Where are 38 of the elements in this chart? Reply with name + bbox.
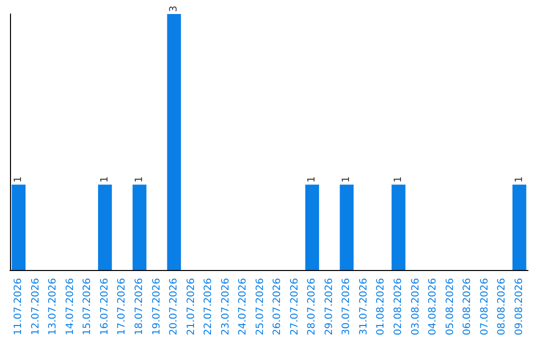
data-label: 1: [134, 176, 145, 183]
x-tick-label: 11.07.2026: [13, 278, 24, 336]
x-tick-label: 29.07.2026: [324, 278, 335, 336]
x-tick-label: 22.07.2026: [203, 278, 214, 336]
data-label: 1: [514, 176, 525, 183]
x-tick-label: 08.08.2026: [496, 278, 508, 336]
data-label: 1: [341, 176, 352, 183]
x-tick-label: 26.07.2026: [272, 278, 284, 336]
data-label: 3: [168, 6, 180, 12]
x-tick-label: 09.08.2026: [514, 278, 525, 336]
x-tick-label: 18.07.2026: [134, 278, 145, 336]
x-tick-label: 17.07.2026: [116, 278, 128, 336]
x-tick-label: 12.07.2026: [30, 278, 42, 336]
x-tick-label: 03.08.2026: [410, 278, 422, 336]
x-tick-label: 07.08.2026: [479, 278, 490, 336]
x-tick-label: 15.07.2026: [82, 278, 94, 336]
x-tick-label: 28.07.2026: [306, 278, 318, 336]
x-tick-label: 04.08.2026: [428, 278, 439, 336]
x-tick-label: 01.08.2026: [376, 278, 387, 336]
x-tick-label: 06.08.2026: [462, 278, 474, 336]
x-tick-label: 16.07.2026: [99, 278, 110, 336]
x-tick-label: 24.07.2026: [238, 278, 249, 336]
x-tick-label: 27.07.2026: [289, 278, 300, 336]
data-label: 1: [13, 176, 24, 183]
data-label: 1: [99, 176, 110, 183]
x-tick-label: 14.07.2026: [64, 278, 76, 336]
x-tick-label: 30.07.2026: [341, 278, 352, 336]
x-tick-label: 20.07.2026: [168, 278, 180, 336]
data-label: 1: [393, 176, 404, 183]
x-tick-label: 25.07.2026: [254, 278, 266, 336]
x-tick-label: 21.07.2026: [186, 278, 197, 336]
x-tick-label: 13.07.2026: [48, 278, 59, 336]
x-tick-label: 02.08.2026: [393, 278, 404, 336]
x-tick-label: 31.07.2026: [358, 278, 370, 336]
x-tick-label: 05.08.2026: [444, 278, 456, 336]
x-tick-label: 19.07.2026: [151, 278, 162, 336]
data-label: 1: [306, 176, 318, 183]
x-tick-label: 23.07.2026: [220, 278, 232, 336]
